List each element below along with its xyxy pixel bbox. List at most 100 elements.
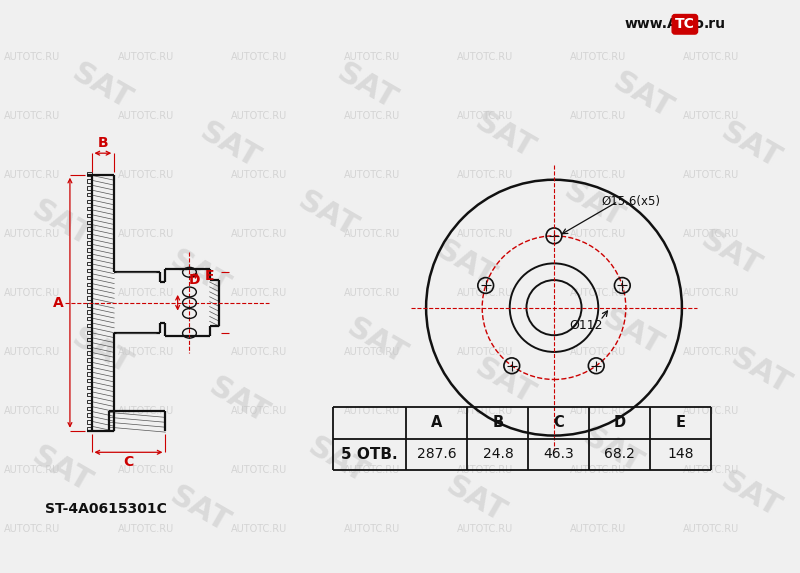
Text: AUTOTC.RU: AUTOTC.RU (570, 406, 626, 416)
Bar (86, 386, 91, 389)
Text: AUTOTC.RU: AUTOTC.RU (683, 52, 739, 62)
Bar (86, 255, 91, 258)
Text: AUTOTC.RU: AUTOTC.RU (683, 288, 739, 298)
Text: AUTOTC.RU: AUTOTC.RU (570, 288, 626, 298)
Text: B: B (492, 415, 503, 430)
Text: SAT: SAT (194, 117, 264, 174)
Text: AUTOTC.RU: AUTOTC.RU (118, 170, 174, 180)
Text: AUTOTC.RU: AUTOTC.RU (683, 347, 739, 357)
Text: SAT: SAT (66, 58, 136, 115)
Text: AUTOTC.RU: AUTOTC.RU (344, 288, 400, 298)
Bar (86, 365, 91, 368)
Bar (86, 310, 91, 313)
Text: AUTOTC.RU: AUTOTC.RU (118, 52, 174, 62)
Text: SAT: SAT (66, 323, 136, 380)
Bar (86, 193, 91, 197)
Text: Ø112: Ø112 (570, 319, 603, 332)
Text: AUTOTC.RU: AUTOTC.RU (457, 347, 514, 357)
Bar (86, 289, 91, 293)
Text: D: D (614, 415, 626, 430)
Text: AUTOTC.RU: AUTOTC.RU (457, 111, 514, 121)
Bar (86, 331, 91, 334)
Bar (86, 358, 91, 362)
Text: TC: TC (675, 17, 694, 32)
Text: AUTOTC.RU: AUTOTC.RU (118, 288, 174, 298)
Text: C: C (123, 455, 134, 469)
Bar (86, 296, 91, 300)
Bar (86, 399, 91, 403)
Text: AUTOTC.RU: AUTOTC.RU (344, 52, 400, 62)
Text: AUTOTC.RU: AUTOTC.RU (230, 170, 287, 180)
Bar (86, 324, 91, 327)
Text: AUTOTC.RU: AUTOTC.RU (5, 524, 61, 534)
Text: AUTOTC.RU: AUTOTC.RU (457, 465, 514, 475)
Text: A: A (53, 296, 63, 310)
Bar (86, 221, 91, 224)
Text: 24.8: 24.8 (482, 448, 514, 461)
Text: AUTOTC.RU: AUTOTC.RU (344, 465, 400, 475)
Text: AUTOTC.RU: AUTOTC.RU (683, 406, 739, 416)
Text: AUTOTC.RU: AUTOTC.RU (5, 347, 61, 357)
Text: A: A (431, 415, 442, 430)
Text: 46.3: 46.3 (543, 448, 574, 461)
Text: AUTOTC.RU: AUTOTC.RU (344, 111, 400, 121)
Bar (91, 175, 114, 431)
Text: AUTOTC.RU: AUTOTC.RU (570, 229, 626, 239)
Text: C: C (554, 415, 564, 430)
Text: AUTOTC.RU: AUTOTC.RU (570, 52, 626, 62)
Text: AUTOTC.RU: AUTOTC.RU (683, 111, 739, 121)
Text: AUTOTC.RU: AUTOTC.RU (118, 111, 174, 121)
Text: AUTOTC.RU: AUTOTC.RU (5, 229, 61, 239)
Text: SAT: SAT (27, 195, 97, 253)
Bar (86, 276, 91, 279)
Text: B: B (98, 136, 108, 150)
Text: SAT: SAT (598, 304, 668, 361)
Text: SAT: SAT (430, 235, 501, 292)
Text: AUTOTC.RU: AUTOTC.RU (118, 465, 174, 475)
Text: 5 ОТВ.: 5 ОТВ. (342, 447, 398, 462)
Text: AUTOTC.RU: AUTOTC.RU (344, 524, 400, 534)
Text: AUTOTC.RU: AUTOTC.RU (5, 465, 61, 475)
Text: SAT: SAT (302, 431, 373, 489)
Text: AUTOTC.RU: AUTOTC.RU (118, 347, 174, 357)
Text: AUTOTC.RU: AUTOTC.RU (683, 465, 739, 475)
Text: AUTOTC.RU: AUTOTC.RU (230, 288, 287, 298)
Text: AUTOTC.RU: AUTOTC.RU (230, 229, 287, 239)
Text: AUTOTC.RU: AUTOTC.RU (570, 524, 626, 534)
Text: SAT: SAT (558, 176, 628, 233)
Text: SAT: SAT (607, 68, 678, 125)
Text: .ru: .ru (703, 17, 726, 32)
Text: SAT: SAT (726, 343, 795, 400)
Text: SAT: SAT (27, 441, 97, 499)
Text: AUTOTC.RU: AUTOTC.RU (457, 52, 514, 62)
Text: AUTOTC.RU: AUTOTC.RU (570, 111, 626, 121)
Text: AUTOTC.RU: AUTOTC.RU (118, 524, 174, 534)
Bar (86, 234, 91, 238)
Text: SAT: SAT (293, 186, 362, 243)
Bar (86, 227, 91, 231)
Bar (86, 241, 91, 245)
Bar (86, 303, 91, 307)
Text: AUTOTC.RU: AUTOTC.RU (230, 111, 287, 121)
Text: AUTOTC.RU: AUTOTC.RU (570, 465, 626, 475)
Text: AUTOTC.RU: AUTOTC.RU (457, 229, 514, 239)
Bar (86, 393, 91, 396)
Bar (86, 372, 91, 375)
Bar (86, 414, 91, 417)
Text: AUTOTC.RU: AUTOTC.RU (230, 406, 287, 416)
Bar (86, 214, 91, 217)
Text: AUTOTC.RU: AUTOTC.RU (683, 524, 739, 534)
Text: AUTOTC.RU: AUTOTC.RU (457, 524, 514, 534)
Bar (86, 200, 91, 203)
Text: Ø15.6(x5): Ø15.6(x5) (602, 195, 660, 208)
Text: 287.6: 287.6 (417, 448, 457, 461)
Text: 68.2: 68.2 (605, 448, 635, 461)
Text: SAT: SAT (470, 353, 540, 410)
Text: AUTOTC.RU: AUTOTC.RU (344, 406, 400, 416)
Bar (86, 379, 91, 382)
Text: SAT: SAT (470, 107, 540, 164)
Text: SAT: SAT (165, 481, 234, 538)
Text: ST-4A0615301C: ST-4A0615301C (46, 503, 167, 516)
Text: AUTOTC.RU: AUTOTC.RU (118, 406, 174, 416)
Text: AUTOTC.RU: AUTOTC.RU (570, 347, 626, 357)
